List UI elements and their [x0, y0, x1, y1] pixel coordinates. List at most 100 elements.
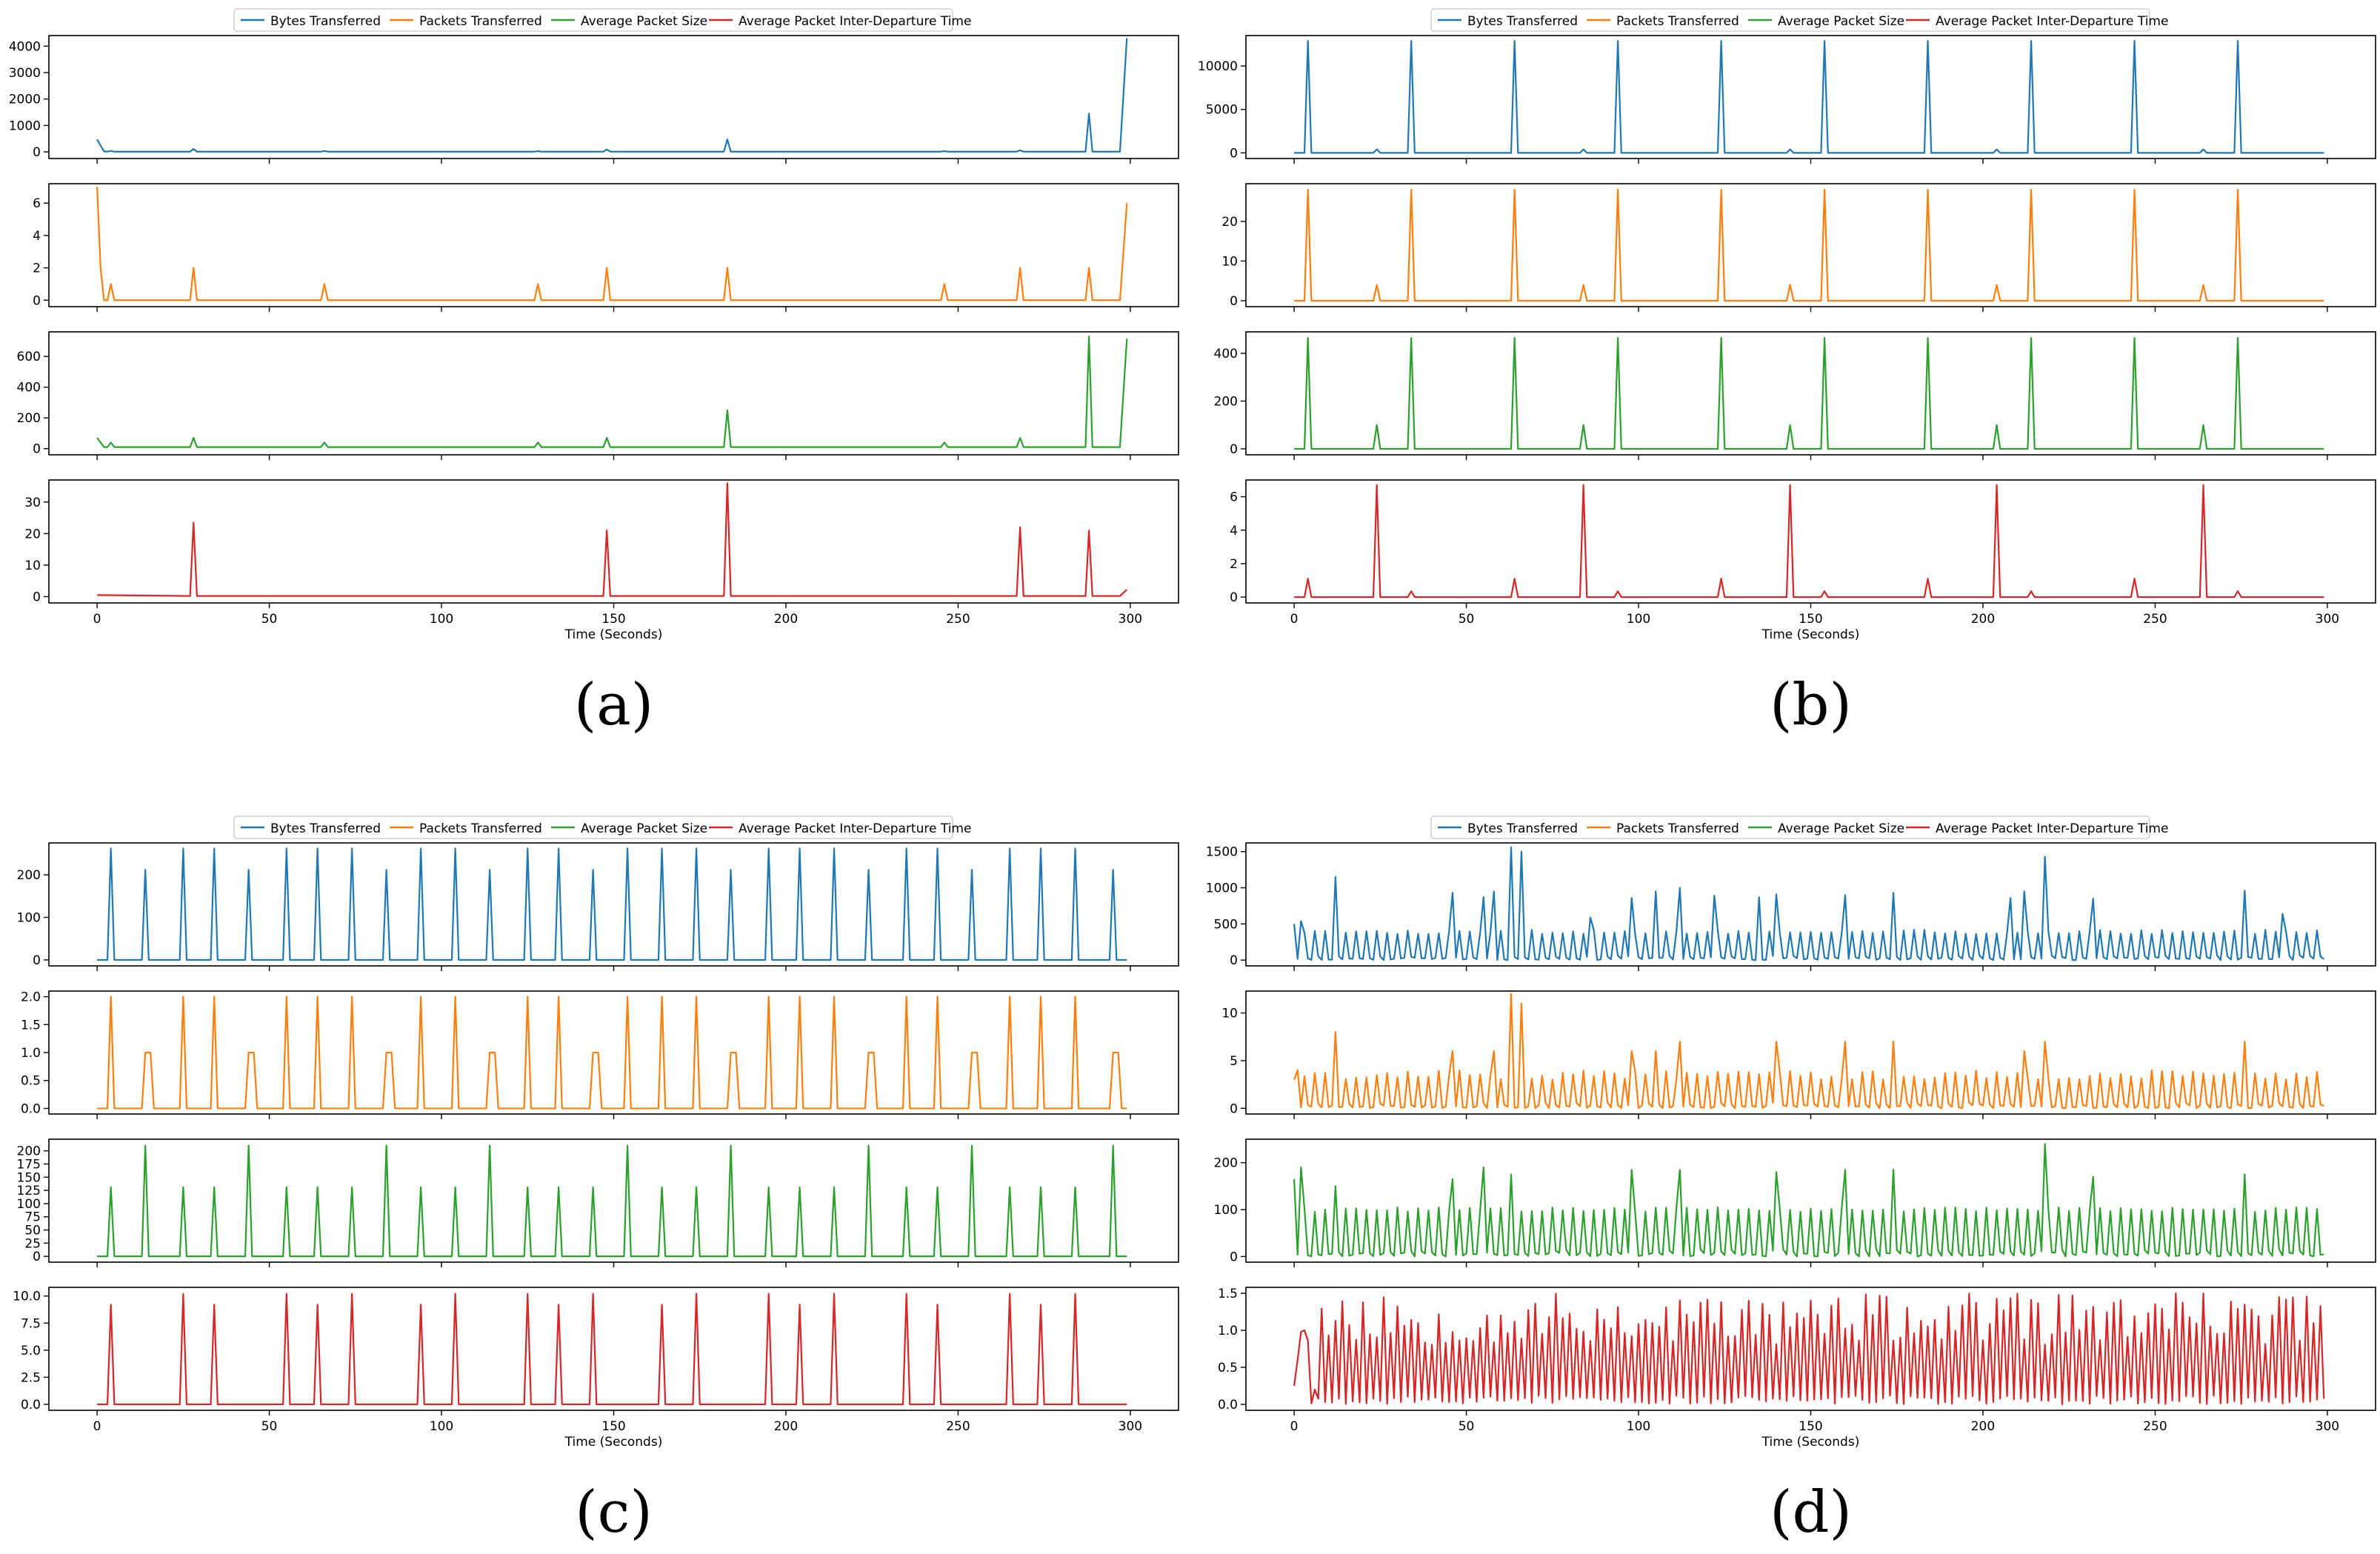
y-tick-label: 400 — [1214, 347, 1238, 361]
y-tick-label: 600 — [17, 350, 41, 364]
legend-item: Bytes Transferred — [241, 821, 381, 836]
y-tick-label: 100 — [17, 1197, 41, 1212]
y-tick-label: 2000 — [9, 93, 41, 107]
subplot: 0 200 400 600 — [17, 331, 1179, 460]
x-tick-label: 100 — [430, 1419, 453, 1434]
y-tick-label: 5.0 — [21, 1344, 41, 1358]
subplot: 0 1000 2000 3000 4000 — [9, 35, 1179, 164]
y-tick-label: 2 — [1230, 557, 1238, 572]
y-tick-label: 0.5 — [21, 1074, 41, 1089]
series-line — [97, 1144, 1127, 1258]
panel-b: Bytes Transferred Packets Transferred Aver… — [1198, 8, 2376, 738]
x-tick-label: 300 — [2316, 612, 2339, 627]
axes-frame — [1245, 842, 2376, 967]
x-tick-label: 150 — [601, 612, 625, 627]
subplot: 0 10 20 — [1221, 183, 2376, 312]
series-line — [1293, 993, 2324, 1110]
y-tick-label: 200 — [1214, 1156, 1238, 1171]
y-tick-label: 10 — [24, 558, 41, 573]
x-tick-label: 250 — [946, 1419, 970, 1434]
x-tick-label: 150 — [601, 1419, 625, 1434]
series-line — [96, 38, 1128, 153]
legend-item: Packets Transferred — [390, 821, 542, 836]
series-line — [1293, 846, 2324, 961]
y-tick-label: 200 — [17, 868, 41, 883]
axes-frame — [48, 1287, 1179, 1411]
legend-item: Packets Transferred — [1587, 821, 1739, 836]
x-tick-label: 100 — [1627, 1419, 1650, 1434]
y-tick-label: 0 — [1230, 1101, 1238, 1116]
panel-c: Bytes Transferred Packets Transferred Aver… — [13, 816, 1179, 1546]
axes-frame — [1245, 1138, 2376, 1263]
y-tick-label: 2.0 — [21, 990, 41, 1005]
x-tick-label: 0 — [93, 612, 101, 627]
y-tick-label: 100 — [17, 911, 41, 926]
subplot: 0.0 2.5 5.0 7.5 10.0 0 50 100 150 200 250 300 — [13, 1287, 1179, 1434]
y-tick-label: 1.5 — [1218, 1287, 1238, 1301]
x-tick-label: 150 — [1799, 612, 1822, 627]
series-line — [1294, 336, 2324, 450]
subplot: 0 200 400 — [1214, 331, 2376, 460]
y-tick-label: 175 — [17, 1157, 41, 1172]
x-tick-label: 50 — [1459, 1419, 1475, 1434]
legend-item: Average Packet Size — [551, 821, 707, 836]
subplot: 0 500 1000 1500 — [1206, 842, 2376, 971]
y-tick-label: 0.0 — [1218, 1398, 1238, 1413]
legend-label: Average Packet Size — [1778, 821, 1904, 836]
y-tick-label: 0 — [1230, 294, 1238, 309]
series-line — [97, 996, 1127, 1110]
axes-frame — [1245, 479, 2376, 604]
subplot: 0 2 4 6 0 50 100 150 200 250 300 — [1230, 479, 2376, 627]
y-tick-label: 25 — [24, 1236, 41, 1251]
subplot: 0.0 0.5 1.0 1.5 0 50 100 150 200 250 300 — [1218, 1287, 2376, 1434]
panel-caption: (d) — [1770, 1479, 1852, 1546]
x-axis-label: Time (Seconds) — [1761, 627, 1860, 642]
series-line — [96, 336, 1128, 448]
y-tick-label: 10 — [1221, 254, 1238, 269]
legend-label: Packets Transferred — [419, 821, 542, 836]
y-tick-label: 10.0 — [13, 1290, 41, 1304]
y-tick-label: 1.5 — [21, 1018, 41, 1033]
legend-item: Average Packet Inter-Departure Time — [1906, 821, 2168, 836]
legend-item: Average Packet Size — [551, 14, 707, 29]
x-tick-label: 250 — [946, 612, 970, 627]
x-tick-label: 200 — [774, 612, 798, 627]
legend-label: Average Packet Inter-Departure Time — [1936, 14, 2168, 29]
y-tick-label: 2 — [33, 261, 41, 276]
legend-frame — [1430, 816, 2150, 839]
x-axis-label: Time (Seconds) — [1761, 1435, 1860, 1450]
panel-a: Bytes Transferred Packets Transferred Aver… — [9, 8, 1179, 738]
y-tick-label: 5 — [1230, 1054, 1238, 1069]
y-tick-label: 0 — [33, 442, 41, 457]
legend-item: Packets Transferred — [1587, 14, 1739, 29]
y-tick-label: 6 — [1230, 490, 1238, 505]
y-tick-label: 1000 — [9, 119, 41, 133]
y-tick-label: 150 — [17, 1170, 41, 1185]
panel-caption: (a) — [574, 672, 653, 738]
x-axis-label: Time (Seconds) — [564, 1435, 663, 1450]
y-tick-label: 1000 — [1206, 881, 1238, 896]
axes-frame — [48, 1138, 1179, 1263]
y-tick-label: 30 — [24, 496, 41, 510]
subplot: 0.0 0.5 1.0 1.5 2.0 — [21, 990, 1179, 1119]
y-tick-label: 0 — [33, 293, 41, 308]
x-axis-label: Time (Seconds) — [564, 627, 663, 642]
subplot: 0 100 200 — [1214, 1138, 2376, 1267]
series-line — [1294, 39, 2324, 154]
series-line — [1293, 1293, 2325, 1405]
panel-caption: (c) — [575, 1479, 653, 1546]
subplot: 0 2 4 6 — [33, 183, 1179, 312]
legend-label: Average Packet Inter-Departure Time — [1936, 821, 2168, 836]
legend-label: Average Packet Inter-Departure Time — [739, 14, 971, 29]
axes-frame — [1245, 990, 2376, 1115]
legend-label: Average Packet Size — [581, 821, 707, 836]
legend-frame — [233, 8, 953, 32]
legend-label: Bytes Transferred — [270, 14, 381, 29]
x-tick-label: 100 — [1627, 612, 1650, 627]
y-tick-label: 0 — [33, 145, 41, 160]
panel-d: Bytes Transferred Packets Transferred Aver… — [1206, 816, 2376, 1546]
y-tick-label: 0 — [1230, 1250, 1238, 1264]
